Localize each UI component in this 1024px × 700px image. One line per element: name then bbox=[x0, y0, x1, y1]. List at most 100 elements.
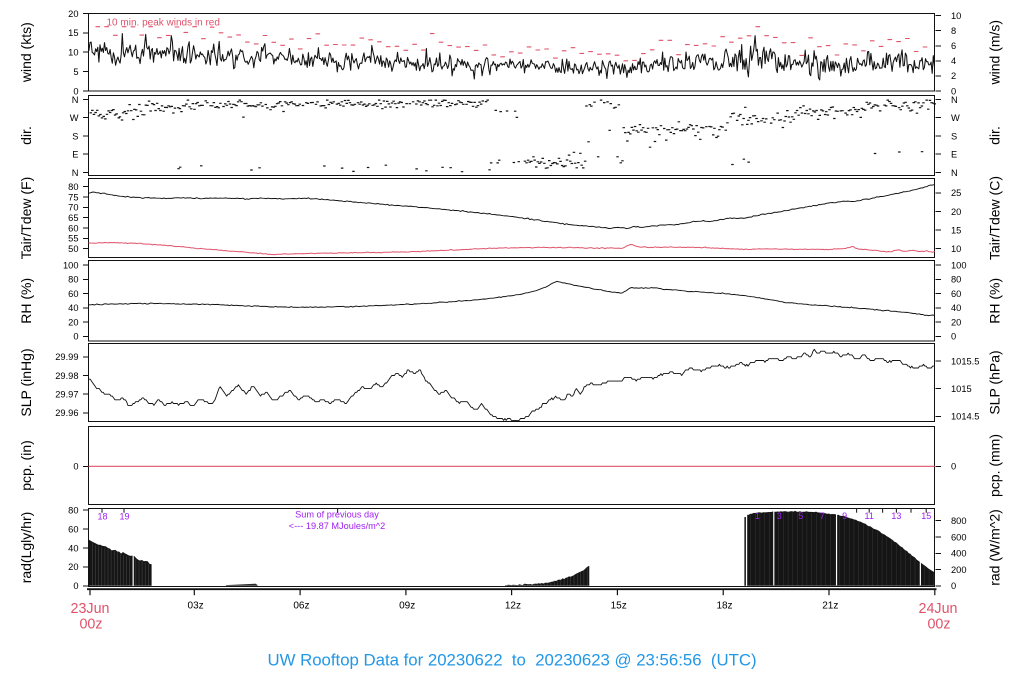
svg-text:wind (m/s): wind (m/s) bbox=[987, 20, 1003, 86]
svg-text:60: 60 bbox=[68, 223, 78, 233]
svg-text:03z: 03z bbox=[188, 601, 204, 612]
svg-text:00z: 00z bbox=[927, 616, 950, 632]
svg-text:Tair/Tdew (F): Tair/Tdew (F) bbox=[18, 177, 34, 259]
svg-text:50: 50 bbox=[68, 244, 78, 254]
svg-text:1: 1 bbox=[755, 511, 760, 521]
svg-text:19: 19 bbox=[119, 512, 129, 522]
svg-text:6: 6 bbox=[951, 41, 956, 51]
svg-text:1015: 1015 bbox=[951, 384, 972, 394]
svg-text:20: 20 bbox=[68, 562, 78, 572]
svg-text:29.97: 29.97 bbox=[55, 390, 78, 400]
svg-text:20: 20 bbox=[68, 317, 78, 327]
svg-text:40: 40 bbox=[68, 303, 78, 313]
svg-text:80: 80 bbox=[68, 182, 78, 192]
svg-text:3: 3 bbox=[777, 511, 782, 521]
svg-text:W: W bbox=[70, 113, 79, 123]
svg-text:23Jun: 23Jun bbox=[71, 601, 110, 617]
svg-text:Sum of previous day: Sum of previous day bbox=[295, 510, 379, 520]
svg-text:20: 20 bbox=[951, 317, 961, 327]
svg-text:65: 65 bbox=[68, 213, 78, 223]
svg-text:80: 80 bbox=[951, 275, 961, 285]
svg-text:100: 100 bbox=[951, 260, 967, 270]
svg-text:0: 0 bbox=[951, 86, 956, 96]
svg-text:10: 10 bbox=[951, 11, 961, 21]
svg-text:70: 70 bbox=[68, 203, 78, 213]
svg-text:20: 20 bbox=[68, 9, 78, 19]
svg-text:dir.: dir. bbox=[18, 126, 34, 145]
svg-text:29.99: 29.99 bbox=[55, 352, 78, 362]
svg-text:dir.: dir. bbox=[987, 126, 1003, 145]
svg-text:RH (%): RH (%) bbox=[987, 278, 1003, 324]
svg-text:9: 9 bbox=[842, 511, 847, 521]
svg-text:60: 60 bbox=[68, 289, 78, 299]
svg-text:10: 10 bbox=[68, 48, 78, 58]
svg-text:8: 8 bbox=[951, 26, 956, 36]
svg-text:29.98: 29.98 bbox=[55, 371, 78, 381]
svg-text:1014.5: 1014.5 bbox=[951, 412, 979, 422]
svg-text:5: 5 bbox=[73, 67, 78, 77]
svg-text:13: 13 bbox=[891, 511, 901, 521]
svg-text:10: 10 bbox=[951, 244, 961, 254]
svg-text:10 min. peak winds in red: 10 min. peak winds in red bbox=[107, 18, 220, 29]
svg-text:4: 4 bbox=[951, 56, 956, 66]
svg-text:pcp. (mm): pcp. (mm) bbox=[987, 434, 1003, 497]
svg-text:29.96: 29.96 bbox=[55, 408, 78, 418]
svg-text:40: 40 bbox=[68, 543, 78, 553]
svg-text:N: N bbox=[951, 95, 958, 105]
svg-text:2: 2 bbox=[951, 71, 956, 81]
svg-text:12z: 12z bbox=[505, 601, 521, 612]
svg-text:Tair/Tdew (C): Tair/Tdew (C) bbox=[987, 176, 1003, 260]
svg-text:1015.5: 1015.5 bbox=[951, 356, 979, 366]
svg-text:rad(Lgly/hr): rad(Lgly/hr) bbox=[18, 512, 34, 584]
svg-text:200: 200 bbox=[951, 565, 967, 575]
svg-text:60: 60 bbox=[68, 524, 78, 534]
svg-text:24Jun: 24Jun bbox=[919, 601, 958, 617]
svg-text:S: S bbox=[951, 131, 957, 141]
svg-text:W: W bbox=[951, 113, 960, 123]
svg-text:rad (W/m^2): rad (W/m^2) bbox=[987, 509, 1003, 586]
svg-text:N: N bbox=[72, 168, 79, 178]
svg-text:0: 0 bbox=[73, 86, 78, 96]
svg-text:0: 0 bbox=[73, 462, 78, 472]
svg-text:E: E bbox=[72, 150, 78, 160]
svg-text:400: 400 bbox=[951, 549, 967, 559]
svg-text:00z: 00z bbox=[79, 616, 102, 632]
svg-text:E: E bbox=[951, 150, 957, 160]
svg-text:80: 80 bbox=[68, 505, 78, 515]
svg-text:0: 0 bbox=[951, 332, 956, 342]
svg-text:15: 15 bbox=[68, 28, 78, 38]
svg-text:RH (%): RH (%) bbox=[18, 278, 34, 324]
svg-text:5: 5 bbox=[798, 511, 803, 521]
svg-text:80: 80 bbox=[68, 275, 78, 285]
svg-text:N: N bbox=[72, 95, 79, 105]
svg-text:N: N bbox=[951, 168, 958, 178]
svg-text:40: 40 bbox=[951, 303, 961, 313]
svg-text:75: 75 bbox=[68, 192, 78, 202]
svg-text:S: S bbox=[72, 131, 78, 141]
svg-text:15z: 15z bbox=[611, 601, 627, 612]
svg-text:0: 0 bbox=[73, 332, 78, 342]
svg-text:7: 7 bbox=[820, 511, 825, 521]
svg-text:15: 15 bbox=[951, 225, 961, 235]
svg-text:18: 18 bbox=[97, 512, 107, 522]
svg-text:20: 20 bbox=[951, 207, 961, 217]
svg-text:100: 100 bbox=[63, 260, 79, 270]
svg-text:0: 0 bbox=[951, 581, 956, 591]
svg-text:SLP (hPa): SLP (hPa) bbox=[987, 350, 1003, 414]
svg-text:800: 800 bbox=[951, 516, 967, 526]
svg-text:09z: 09z bbox=[399, 601, 415, 612]
svg-text:55: 55 bbox=[68, 234, 78, 244]
svg-text:<--- 19.87 MJoules/m^2: <--- 19.87 MJoules/m^2 bbox=[289, 521, 385, 531]
svg-text:UW Rooftop Data for 20230622: UW Rooftop Data for 20230622 to 20230623… bbox=[267, 651, 756, 670]
svg-text:SLP (inHg): SLP (inHg) bbox=[18, 348, 34, 416]
svg-text:25: 25 bbox=[951, 188, 961, 198]
svg-text:wind (kts): wind (kts) bbox=[18, 22, 34, 83]
svg-text:21z: 21z bbox=[822, 601, 838, 612]
svg-text:11: 11 bbox=[865, 511, 874, 521]
svg-text:0: 0 bbox=[73, 581, 78, 591]
svg-text:06z: 06z bbox=[293, 601, 309, 612]
svg-text:15: 15 bbox=[921, 511, 931, 521]
svg-text:60: 60 bbox=[951, 289, 961, 299]
svg-text:0: 0 bbox=[951, 462, 956, 472]
svg-text:600: 600 bbox=[951, 532, 967, 542]
